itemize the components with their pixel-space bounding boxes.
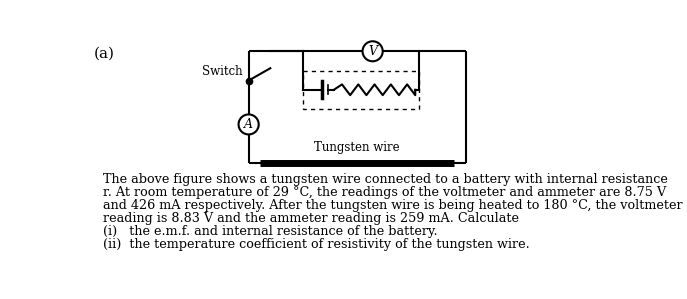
Text: r. At room temperature of 29 °C, the readings of the voltmeter and ammeter are 8: r. At room temperature of 29 °C, the rea…: [103, 186, 666, 199]
Text: and 426 mA respectively. After the tungsten wire is being heated to 180 °C, the : and 426 mA respectively. After the tungs…: [103, 199, 683, 212]
Text: Switch: Switch: [202, 65, 243, 78]
Text: Tungsten wire: Tungsten wire: [315, 141, 400, 154]
Text: (ii)  the temperature coefficient of resistivity of the tungsten wire.: (ii) the temperature coefficient of resi…: [103, 238, 530, 251]
Text: (i)   the e.m.f. and internal resistance of the battery.: (i) the e.m.f. and internal resistance o…: [103, 225, 438, 238]
Text: A: A: [244, 118, 253, 131]
Text: V: V: [368, 45, 377, 58]
Text: The above figure shows a tungsten wire connected to a battery with internal resi: The above figure shows a tungsten wire c…: [103, 173, 668, 186]
Bar: [303, 71, 419, 109]
Circle shape: [238, 115, 259, 135]
Text: (a): (a): [93, 47, 115, 61]
Circle shape: [363, 41, 383, 61]
Text: reading is 8.83 V and the ammeter reading is 259 mA. Calculate: reading is 8.83 V and the ammeter readin…: [103, 212, 519, 225]
